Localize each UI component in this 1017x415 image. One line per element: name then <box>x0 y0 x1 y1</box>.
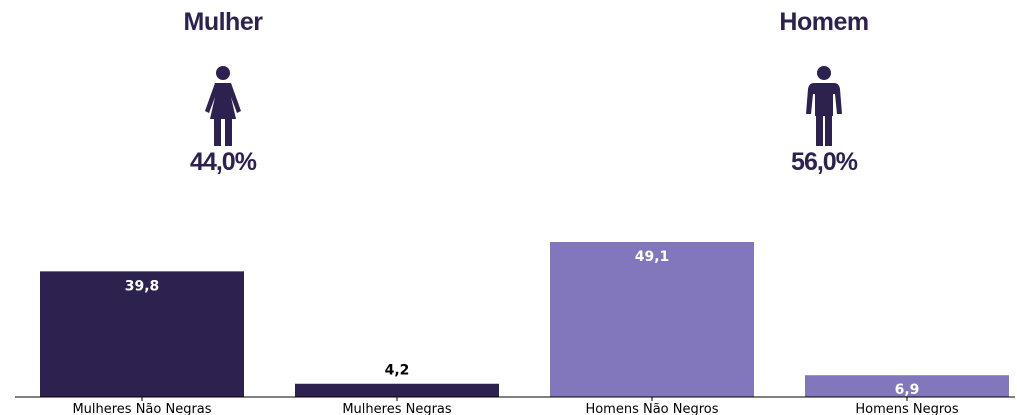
bar-value-label-1: 4,2 <box>385 363 410 379</box>
x-tick-label-0: Mulheres Não Negras <box>72 402 211 415</box>
bar-3 <box>805 375 1009 397</box>
x-tick-label-1: Mulheres Negras <box>342 402 452 415</box>
female-title: Mulher <box>183 8 263 36</box>
x-tick-label-2: Homens Não Negros <box>585 402 718 415</box>
bar-value-label-3: 6,9 <box>895 382 920 398</box>
bar-value-label-0: 39,8 <box>125 278 160 294</box>
male-percent: 56,0% <box>791 148 858 176</box>
x-tick-label-3: Homens Negros <box>855 402 959 415</box>
female-person-icon <box>205 66 241 146</box>
bar-1 <box>295 383 499 397</box>
bar-value-label-2: 49,1 <box>635 249 670 265</box>
male-title: Homem <box>779 8 869 36</box>
female-percent: 44,0% <box>190 148 257 176</box>
bar-0 <box>40 271 244 397</box>
bar-2 <box>550 242 754 397</box>
male-person-icon <box>806 66 842 146</box>
